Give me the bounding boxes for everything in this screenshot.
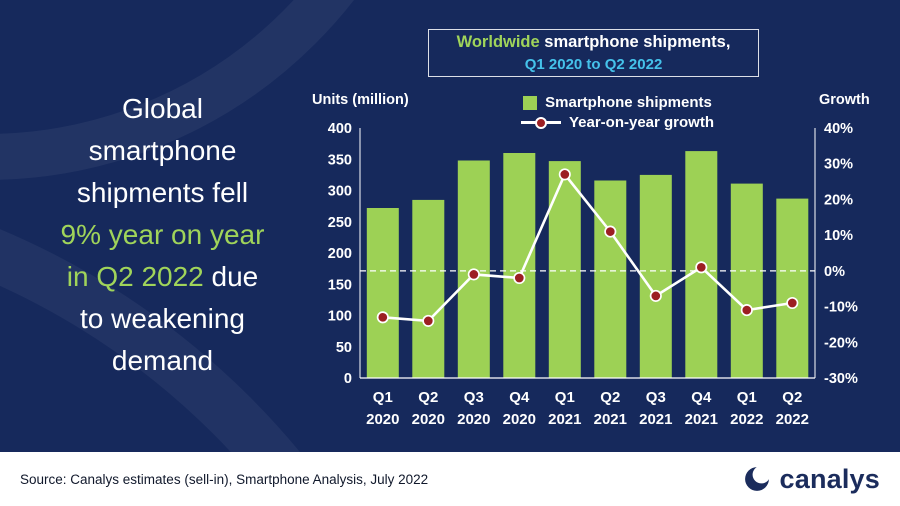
svg-text:-20%: -20%	[824, 335, 858, 351]
svg-text:300: 300	[328, 184, 352, 200]
svg-text:2021: 2021	[639, 411, 672, 428]
svg-text:400: 400	[328, 121, 352, 137]
svg-text:2020: 2020	[366, 411, 399, 428]
bars-series	[366, 151, 809, 378]
right-axis-ticks: 40% 30% 20% 10% 0% -10% -20% -30%	[824, 121, 858, 387]
chart-canvas: 400 350 300 250 200 150 100 50 0 40% 30% 20% 10% 0% -1…	[328, 121, 858, 428]
svg-text:2021: 2021	[685, 411, 718, 428]
svg-text:2022: 2022	[776, 411, 809, 428]
svg-text:Q1: Q1	[555, 389, 575, 406]
svg-text:2020: 2020	[503, 411, 536, 428]
headline-text: Global smartphone shipments fell 9% year on…	[60, 93, 265, 376]
legend-bar-label: Smartphone shipments	[545, 94, 712, 111]
svg-text:Q1: Q1	[737, 389, 757, 406]
growth-marker	[740, 304, 753, 317]
canalys-logo-text: canalys	[779, 463, 880, 494]
chart-title-box: Worldwide smartphone shipments, Q1 2020 t…	[428, 29, 759, 77]
svg-text:250: 250	[328, 215, 352, 231]
growth-marker	[786, 296, 799, 310]
svg-text:10%: 10%	[824, 228, 853, 244]
svg-text:0%: 0%	[824, 264, 845, 280]
growth-line-series	[376, 168, 799, 327]
legend-line-label: Year-on-year growth	[568, 114, 715, 131]
svg-text:Q2: Q2	[782, 389, 802, 406]
svg-text:Q1: Q1	[373, 389, 393, 406]
left-axis-ticks: 400 350 300 250 200 150 100 50 0	[328, 121, 352, 387]
svg-text:200: 200	[328, 246, 352, 262]
svg-text:Q3: Q3	[646, 389, 666, 406]
svg-text:50: 50	[336, 340, 352, 356]
source-text: Source: Canalys estimates (sell-in), Sma…	[20, 471, 429, 487]
svg-text:2022: 2022	[730, 411, 763, 428]
svg-text:Q4: Q4	[691, 389, 712, 406]
growth-marker	[558, 168, 571, 181]
svg-text:-30%: -30%	[824, 371, 858, 387]
growth-marker	[649, 289, 662, 302]
svg-text:30%: 30%	[824, 157, 853, 173]
svg-text:Q2: Q2	[600, 389, 620, 406]
svg-text:-10%: -10%	[824, 300, 858, 316]
main-area: Global smartphone shipments fell 9% year on…	[0, 0, 870, 452]
chart-legend: Smartphone shipments Year-on-year growth	[445, 94, 790, 131]
growth-marker	[513, 271, 526, 285]
growth-marker	[376, 311, 389, 324]
growth-marker	[604, 225, 617, 238]
svg-text:20%: 20%	[824, 192, 853, 208]
x-axis-labels: Q1 2020 Q2 2020 Q3 2020 Q4 2020 Q1 2021 Q2 2021 Q3 20…	[366, 389, 809, 428]
svg-text:2021: 2021	[548, 411, 581, 428]
growth-marker	[695, 261, 708, 274]
growth-marker	[422, 314, 435, 327]
legend-item-growth: Year-on-year growth	[520, 114, 715, 131]
svg-text:350: 350	[328, 152, 352, 168]
growth-marker	[467, 268, 480, 281]
canalys-logo: canalys	[742, 464, 880, 495]
left-axis-title: Units (million)	[312, 92, 409, 108]
canalys-logo-icon	[744, 465, 770, 491]
svg-text:Q2: Q2	[418, 389, 438, 406]
svg-text:Q3: Q3	[464, 389, 484, 406]
right-axis-title: Growth	[819, 92, 870, 108]
svg-text:100: 100	[328, 309, 352, 325]
legend-bar-swatch	[523, 95, 538, 110]
svg-text:2020: 2020	[412, 411, 445, 428]
legend-line-dot	[534, 116, 547, 129]
svg-text:Q4: Q4	[509, 389, 530, 406]
svg-text:150: 150	[328, 277, 352, 293]
axes	[359, 128, 816, 379]
footer-bar: Source: Canalys estimates (sell-in), Sma…	[0, 452, 900, 506]
svg-text:2021: 2021	[594, 411, 627, 428]
legend-line-marker	[520, 116, 561, 129]
svg-text:40%: 40%	[824, 121, 853, 137]
legend-item-shipments: Smartphone shipments	[523, 94, 712, 111]
svg-text:2020: 2020	[457, 411, 490, 428]
svg-text:0: 0	[344, 371, 352, 387]
